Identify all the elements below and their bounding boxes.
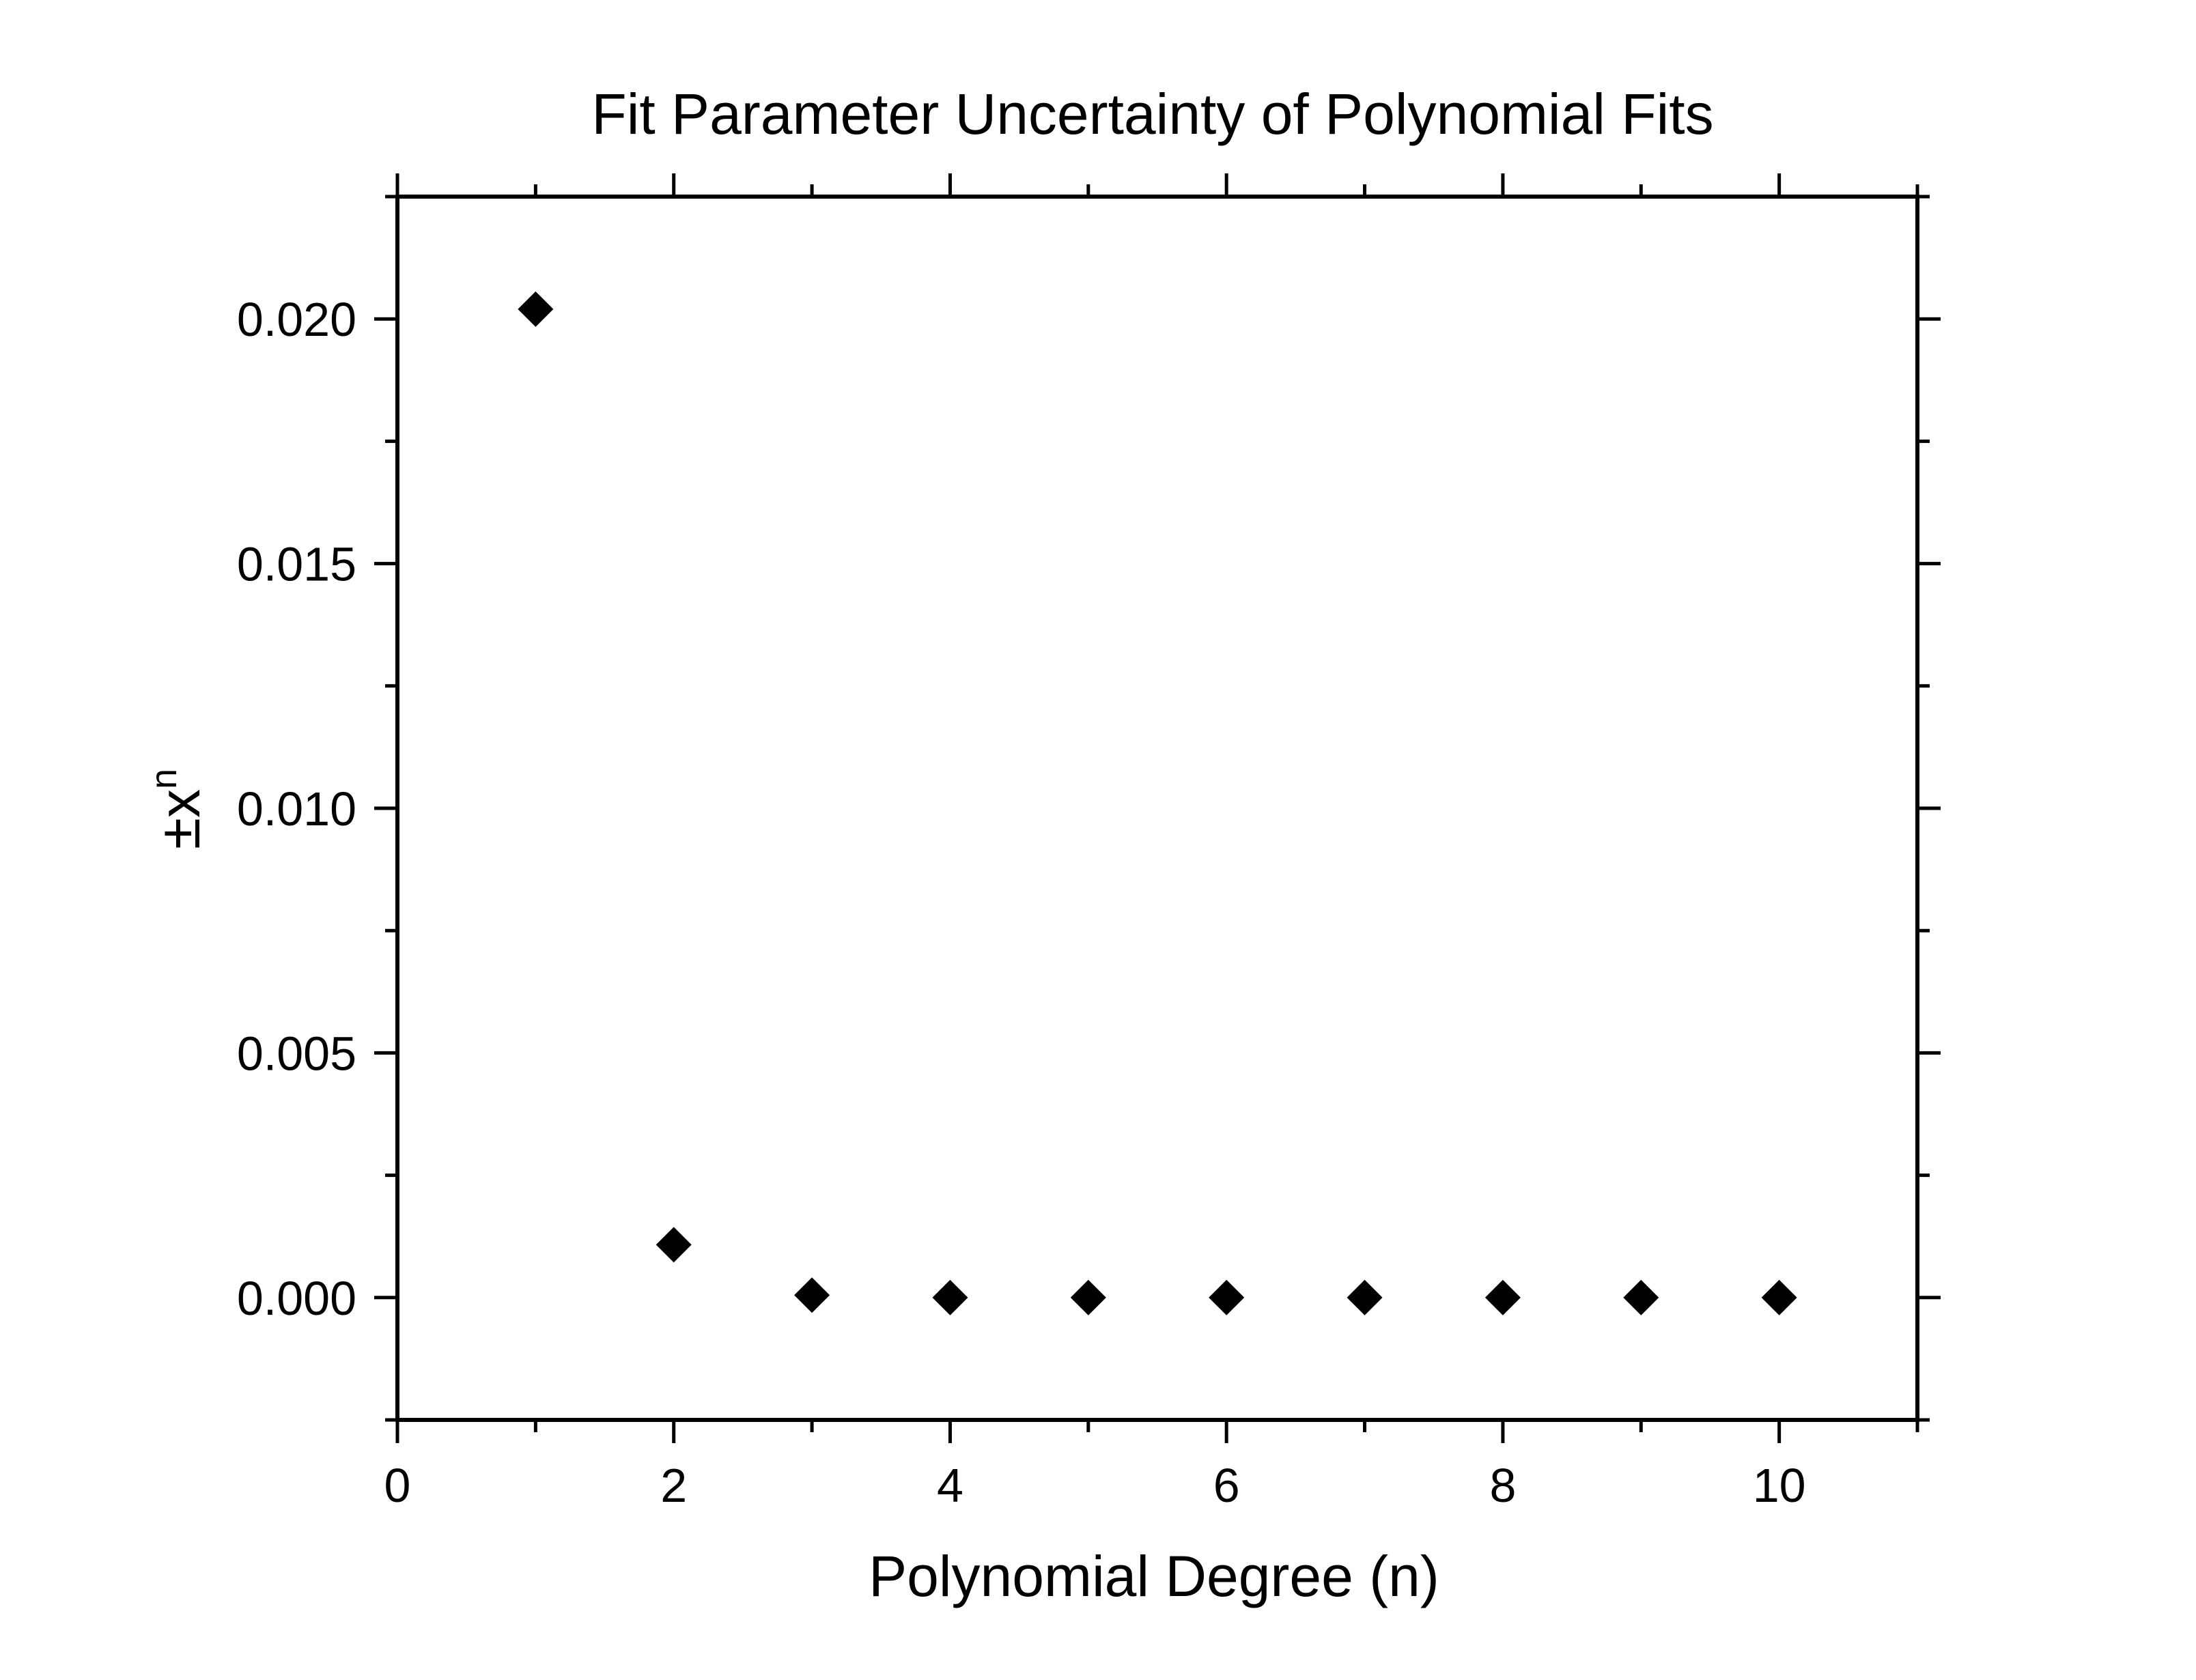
x-tick-label: 0 — [384, 1459, 411, 1512]
data-point — [518, 291, 554, 327]
data-point — [1347, 1279, 1383, 1315]
y-tick-label: 0.020 — [237, 293, 356, 346]
data-point — [1761, 1279, 1797, 1315]
y-tick-label: 0.005 — [237, 1027, 356, 1080]
plot-frame — [395, 195, 1919, 1422]
y-axis-label: ±xn — [143, 769, 212, 849]
data-point — [1209, 1279, 1245, 1315]
data-point — [1623, 1279, 1659, 1315]
x-tick-label: 6 — [1213, 1459, 1240, 1512]
y-axis: 0.000 0.005 0.010 0.015 0.020 — [237, 195, 1941, 1422]
y-tick-label: 0.010 — [237, 782, 356, 836]
y-axis-label-base: ±x — [147, 789, 212, 849]
data-point — [1070, 1279, 1106, 1315]
x-tick-label: 2 — [660, 1459, 687, 1512]
plot-border — [395, 195, 1919, 1422]
y-tick-label: 0.015 — [237, 538, 356, 591]
data-point — [1484, 1279, 1521, 1315]
x-tick-label: 4 — [937, 1459, 963, 1512]
data-point — [656, 1227, 692, 1263]
data-points — [518, 291, 1797, 1315]
y-tick-label: 0.000 — [237, 1272, 356, 1325]
y-axis-label-superscript: n — [143, 769, 184, 789]
x-tick-label: 8 — [1489, 1459, 1516, 1512]
chart-title: Fit Parameter Uncertainty of Polynomial … — [591, 82, 1713, 146]
x-axis-label: Polynomial Degree (n) — [869, 1544, 1439, 1608]
x-tick-label: 10 — [1753, 1459, 1806, 1512]
x-axis: 0 2 4 6 8 10 — [384, 173, 1919, 1512]
data-point — [794, 1277, 830, 1313]
data-point — [932, 1279, 968, 1315]
